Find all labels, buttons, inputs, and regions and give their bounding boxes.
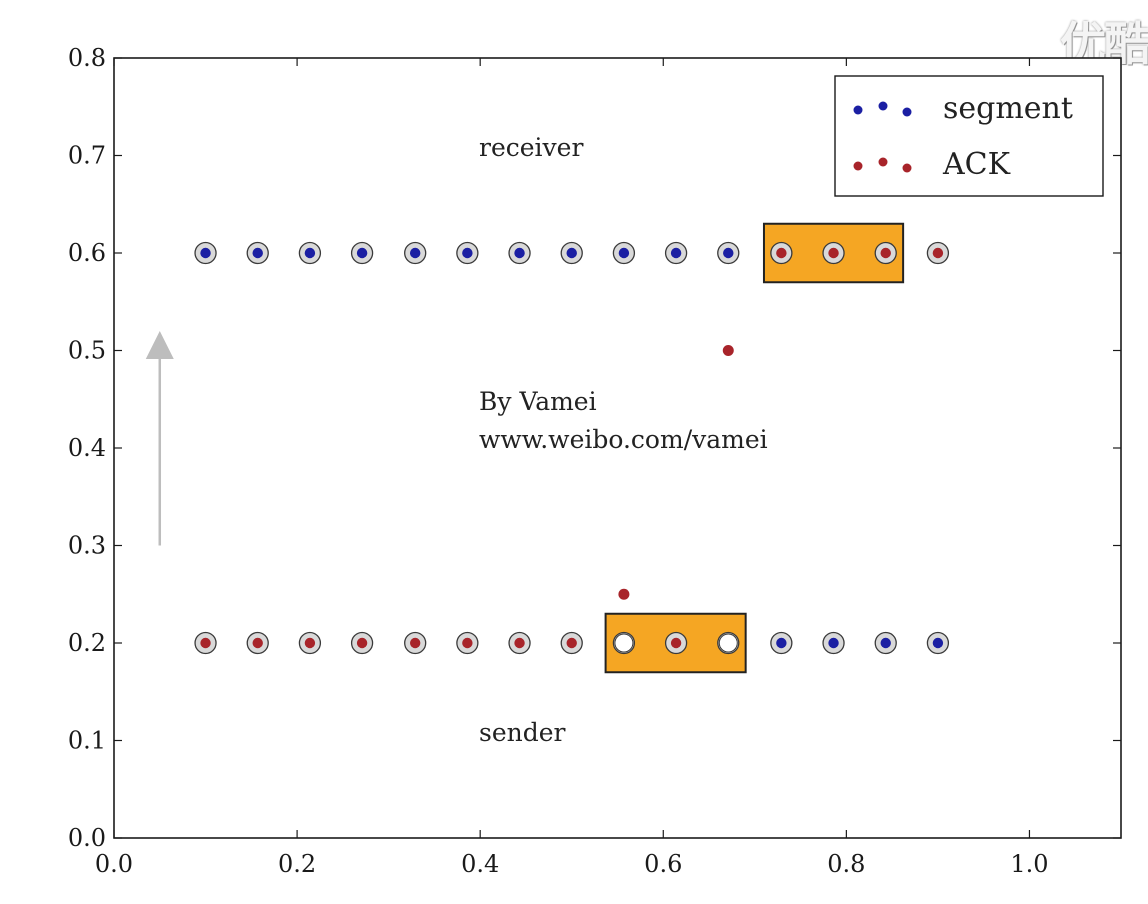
y-tick-label: 0.2 [68, 629, 106, 657]
point-core [409, 637, 421, 649]
sender-point-3 [298, 631, 322, 655]
x-tick-label: 0.2 [278, 850, 316, 878]
receiver-label: receiver [479, 133, 583, 162]
point-core [566, 637, 577, 649]
point-core [566, 247, 577, 259]
point-core [409, 247, 421, 259]
receiver-point-7 [508, 241, 531, 265]
point-core [828, 247, 839, 259]
y-tick-label: 0.8 [68, 44, 106, 72]
in-flight-ack-1 [722, 345, 734, 356]
point-core [670, 637, 682, 649]
legend-ack-marker-2 [878, 157, 888, 167]
progress-arrow [145, 331, 174, 546]
point-core-empty [718, 633, 738, 653]
in-flight-ack-2 [618, 588, 630, 600]
sender-label: sender [479, 718, 566, 747]
receiver-point-6 [456, 241, 479, 265]
legend-segment-label: segment [943, 91, 1073, 126]
sender-point-13 [822, 631, 845, 655]
point-core [200, 637, 211, 649]
sender-point-4 [350, 631, 374, 655]
x-tick-label: 0.4 [461, 850, 499, 878]
y-tick-label: 0.5 [68, 337, 106, 365]
legend-segment-marker-2 [878, 101, 888, 111]
receiver-point-9 [612, 241, 636, 265]
receiver-point-13 [822, 241, 845, 265]
point-core [462, 637, 473, 649]
point-core [776, 247, 787, 259]
sender-point-1 [194, 631, 217, 655]
sender-point-15 [926, 631, 950, 655]
point-core [252, 637, 263, 649]
sender-point-14 [874, 631, 897, 655]
y-tick-label: 0.0 [68, 824, 106, 852]
legend-box [834, 75, 1104, 197]
author-line-1: By Vamei [479, 387, 597, 416]
sender-point-5 [404, 631, 427, 655]
y-tick-label: 0.6 [68, 239, 106, 267]
axis-ticks: 0.0 0.2 0.4 0.6 0.8 1.0 0.0 0.1 0.2 0.3 0.4 0.5 0.6 0… [68, 44, 1121, 878]
legend: segment ACK [834, 75, 1104, 197]
y-tick-label: 0.7 [68, 142, 106, 170]
sender-point-6 [456, 631, 479, 655]
point-core [880, 247, 891, 259]
arrow-head [145, 331, 174, 359]
y-tick-label: 0.3 [68, 532, 106, 560]
y-tick-label: 0.1 [68, 727, 106, 755]
point-core [828, 637, 839, 649]
point-core [356, 247, 368, 259]
point-core [304, 637, 316, 649]
point-core [304, 247, 316, 259]
receiver-point-3 [298, 241, 322, 265]
sender-point-12 [770, 631, 793, 655]
receiver-point-8 [560, 241, 583, 265]
author-line-2: www.weibo.com/vamei [479, 425, 768, 454]
point-core [200, 247, 211, 259]
receiver-point-4 [350, 241, 374, 265]
receiver-point-11 [717, 241, 740, 265]
point-core [356, 637, 368, 649]
receiver-point-10 [664, 241, 688, 265]
x-tick-label: 1.0 [1010, 850, 1048, 878]
point-core [462, 247, 473, 259]
receiver-point-5 [404, 241, 427, 265]
point-core [932, 637, 944, 649]
point-core [514, 247, 525, 259]
legend-segment-marker-3 [902, 107, 912, 117]
receiver-point-12 [770, 241, 793, 265]
point-core [252, 247, 263, 259]
legend-ack-label: ACK [942, 147, 1011, 182]
point-core [514, 637, 525, 649]
sender-point-8 [560, 631, 583, 655]
point-core [618, 247, 630, 259]
sender-point-2 [246, 631, 269, 655]
receiver-point-14 [874, 241, 897, 265]
point-core [776, 637, 787, 649]
point-core [723, 247, 734, 259]
receiver-point-15 [926, 241, 950, 265]
receiver-point-1 [194, 241, 217, 265]
point-core [932, 247, 944, 259]
legend-ack-marker-1 [853, 161, 863, 171]
legend-ack-marker-3 [902, 163, 912, 173]
x-tick-label: 0.0 [95, 850, 133, 878]
sender-point-10 [664, 631, 688, 655]
point-core-empty [614, 633, 634, 653]
point-core [880, 637, 891, 649]
sender-point-9 [612, 631, 636, 655]
legend-segment-marker-1 [853, 105, 863, 115]
sender-point-7 [508, 631, 531, 655]
y-tick-label: 0.4 [68, 434, 106, 462]
receiver-point-2 [246, 241, 269, 265]
point-core [670, 247, 682, 259]
data-points [194, 241, 950, 655]
x-tick-label: 0.6 [644, 850, 682, 878]
x-tick-label: 0.8 [827, 850, 865, 878]
sender-point-11 [717, 631, 740, 655]
